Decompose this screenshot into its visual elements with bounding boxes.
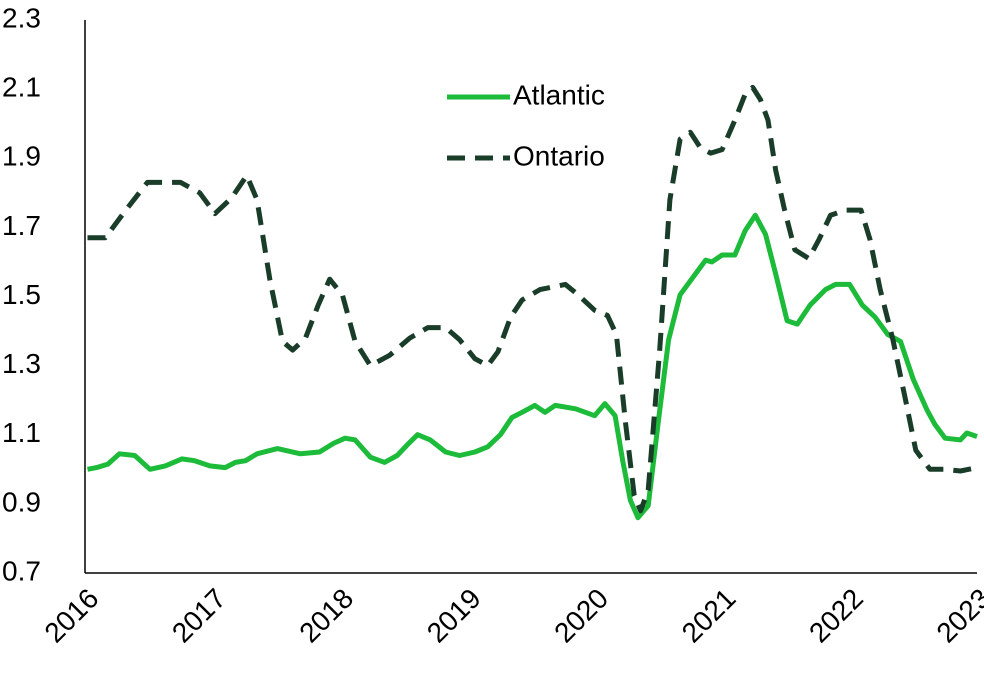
- legend-label: Ontario: [513, 140, 605, 171]
- x-tick-label: 2020: [548, 583, 614, 649]
- y-tick-label: 1.5: [2, 279, 41, 310]
- x-tick-label: 2022: [803, 583, 869, 649]
- series-line: [87, 84, 978, 514]
- legend-label: Atlantic: [513, 79, 605, 110]
- series-line: [87, 212, 978, 521]
- y-tick-label: 0.9: [2, 486, 41, 517]
- y-tick-label: 0.7: [2, 555, 41, 586]
- y-tick-label: 1.3: [2, 348, 41, 379]
- x-tick-label: 2021: [676, 583, 742, 649]
- x-tick-label: 2017: [166, 583, 232, 649]
- y-tick-label: 1.7: [2, 210, 41, 241]
- x-tick-label: 2019: [421, 583, 487, 649]
- x-tick-label: 2023: [930, 583, 984, 649]
- y-tick-label: 2.1: [2, 72, 41, 103]
- x-tick-label: 2016: [38, 583, 104, 649]
- x-tick-label: 2018: [293, 583, 359, 649]
- y-tick-label: 2.3: [2, 2, 41, 33]
- y-tick-label: 1.9: [2, 141, 41, 172]
- y-tick-label: 1.1: [2, 417, 41, 448]
